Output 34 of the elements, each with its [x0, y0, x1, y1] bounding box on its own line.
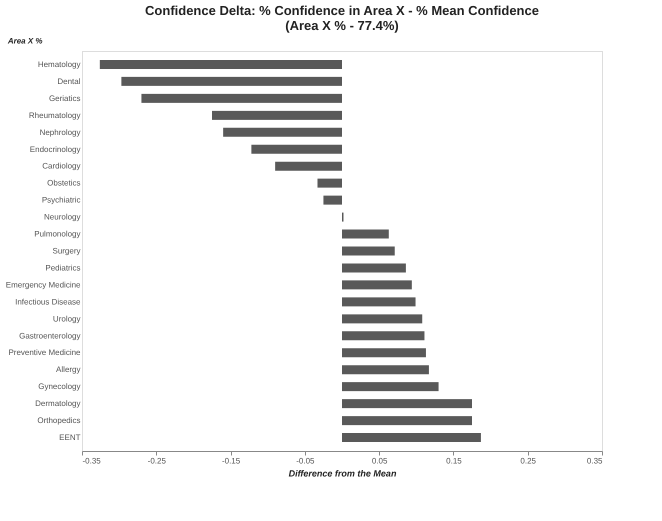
y-tick-label: Urology [52, 314, 80, 324]
y-axis-title: Area X % [6, 36, 42, 46]
y-tick-label: Gastroenterology [19, 331, 80, 340]
y-tick-label: Cardiology [42, 162, 80, 171]
y-tick-label: Emergency Medicine [6, 280, 82, 290]
x-tick-label: 0.05 [372, 456, 388, 466]
y-tick-label: Neurology [44, 212, 80, 222]
y-tick-label: Infectious Disease [15, 297, 82, 306]
x-tick-label: -0.15 [222, 456, 241, 466]
x-tick-label: -0.35 [82, 456, 102, 466]
y-tick-label: Nephrology [40, 128, 80, 137]
y-tick-label: Obstetics [47, 178, 80, 188]
chart-title: Confidence Delta: % Confidence in Area X - % Mean Confidence (Area X % - 77.4%) [145, 3, 539, 33]
y-tick-label: Rheumatology [28, 110, 80, 120]
y-tick-label: Dermatology [35, 399, 80, 408]
y-tick-label: Surgery [52, 246, 80, 256]
x-axis-title: Difference from the Mean [288, 468, 397, 478]
y-tick-label: Allergy [56, 365, 80, 374]
y-tick-label: Psychiatric [42, 196, 80, 205]
y-tick-label: Pulmonology [34, 230, 80, 239]
y-tick-label: Geriatics [48, 94, 80, 103]
x-tick-label: 0.25 [520, 456, 537, 466]
x-tick-label: 0.35 [586, 456, 604, 466]
y-tick-label: Orthopedics [37, 416, 80, 426]
y-tick-label: Preventive Medicine [8, 348, 82, 358]
x-tick-label: -0.25 [148, 456, 166, 466]
y-tick-label: Dental [57, 76, 81, 86]
x-tick-label: 0.15 [446, 456, 462, 466]
y-tick-label: Hematology [38, 60, 80, 69]
y-tick-label: Pediatrics [45, 263, 80, 272]
y-tick-label: EENT [59, 433, 81, 442]
y-tick-label: Gynecology [38, 382, 80, 392]
y-tick-label: Endocrinology [30, 144, 80, 154]
x-tick-label: -0.05 [296, 456, 316, 466]
